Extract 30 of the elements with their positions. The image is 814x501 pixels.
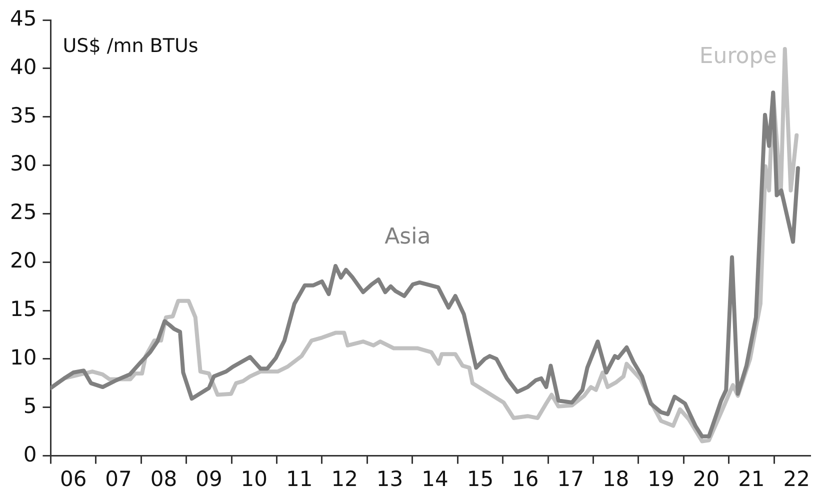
y-axis-title: US$ /mn BTUs [62, 34, 198, 57]
x-tick-label: 14 [422, 466, 448, 491]
y-tick-label: 10 [10, 345, 37, 370]
x-tick-label: 09 [196, 466, 222, 491]
y-tick-label: 15 [10, 296, 37, 321]
x-tick-label: 20 [692, 466, 720, 491]
x-tick-label: 22 [783, 466, 810, 491]
y-tick-label: 20 [10, 248, 37, 273]
x-tick-label: 19 [648, 466, 674, 491]
x-tick-label: 11 [286, 466, 313, 491]
x-tick-label: 06 [60, 466, 87, 491]
y-tick-label: 0 [23, 442, 37, 466]
x-tick-label: 07 [105, 466, 132, 491]
x-tick-label: 16 [512, 466, 539, 491]
x-tick-label: 17 [557, 466, 584, 491]
y-tick-label: 30 [10, 152, 37, 176]
y-tick-label: 40 [10, 54, 37, 79]
x-tick-label: 18 [602, 466, 630, 491]
x-tick-label: 12 [331, 466, 358, 491]
y-tick-label: 35 [10, 103, 37, 128]
x-tick-label: 13 [376, 466, 404, 491]
x-tick-label: 10 [240, 466, 268, 491]
y-tick-label: 45 [10, 6, 37, 30]
series-label: Europe [699, 44, 777, 69]
x-tick-label: 15 [466, 466, 494, 491]
x-tick-label: 08 [150, 466, 178, 491]
y-tick-label: 25 [10, 200, 37, 224]
y-tick-label: 5 [23, 394, 37, 418]
x-tick-label: 21 [738, 466, 765, 491]
series-label: Asia [384, 224, 431, 250]
